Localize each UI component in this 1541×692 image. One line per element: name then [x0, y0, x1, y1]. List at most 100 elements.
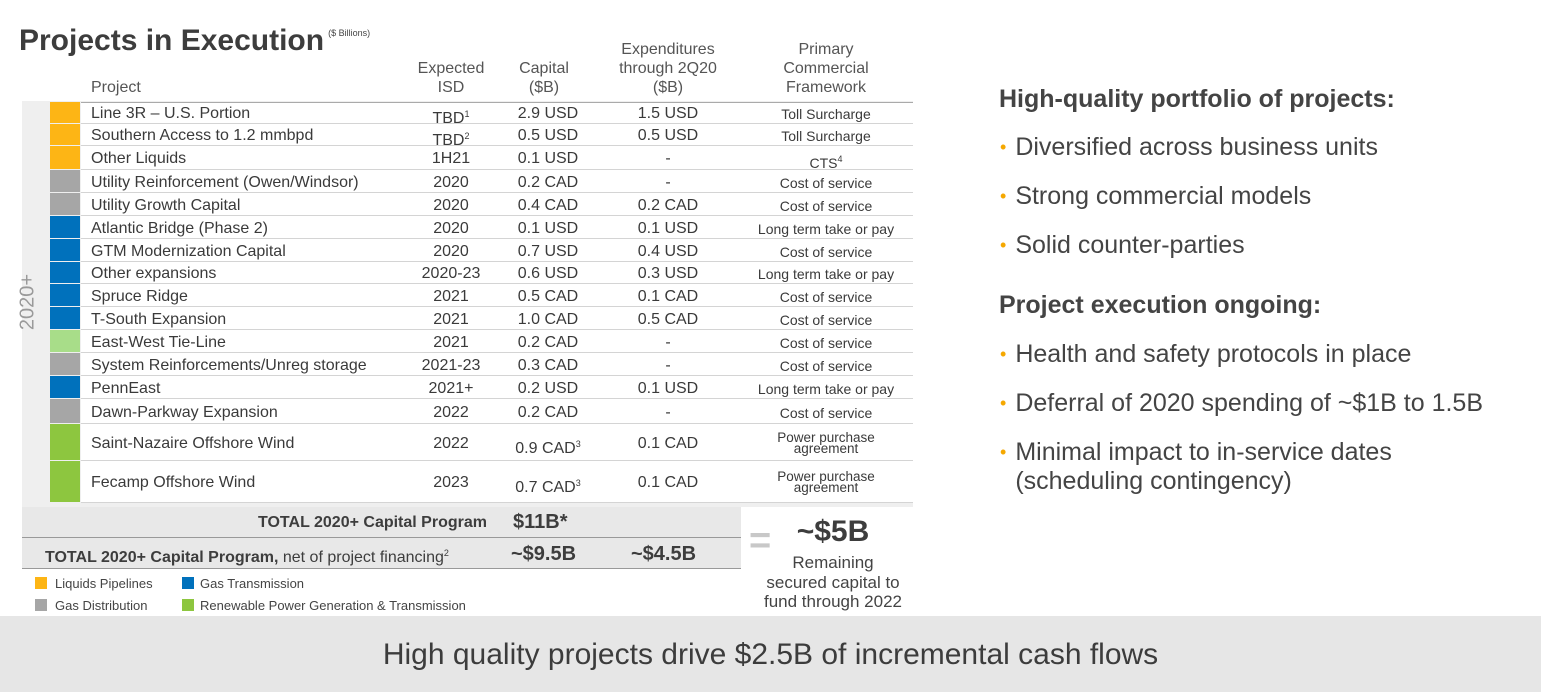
- cell-framework: Toll Surcharge: [741, 105, 911, 123]
- cell-expenditures: 0.3 USD: [618, 265, 718, 283]
- table-row: [81, 284, 913, 307]
- table-row: [81, 216, 913, 239]
- cell-expenditures-text: 1.5 USD: [637, 105, 699, 122]
- cell-framework-text: CTS: [809, 155, 838, 171]
- cell-capital-text: 0.2 CAD: [517, 173, 579, 191]
- table-row: [81, 307, 913, 330]
- segment-swatch: [50, 424, 80, 460]
- cell-project: Spruce Ridge: [91, 288, 188, 306]
- cell-isd-text: 1H21: [431, 150, 471, 167]
- cell-project: Fecamp Offshore Wind: [91, 474, 255, 492]
- cell-project-text: T-South Expansion: [91, 310, 227, 328]
- table-row: [81, 124, 913, 146]
- cell-expenditures-text: 0.1 CAD: [637, 434, 699, 452]
- segment-swatch: [50, 461, 80, 502]
- remaining-line2: secured capital to: [766, 572, 900, 592]
- cell-expenditures: 0.5 USD: [618, 127, 718, 145]
- cell-expenditures: -: [618, 150, 718, 168]
- cell-capital: 0.2 CAD: [503, 404, 593, 422]
- header-project-label: Project: [91, 79, 141, 96]
- cell-framework: Cost of service: [741, 174, 911, 192]
- total-net-footnote: 2: [443, 548, 449, 558]
- total-value: $11B*: [513, 511, 568, 533]
- segment-swatch: [50, 262, 80, 283]
- cell-isd: 2021-23: [411, 357, 491, 375]
- cell-isd-text: 2020: [433, 219, 469, 237]
- cell-capital: 1.0 CAD: [503, 311, 593, 329]
- bullet-text: Deferral of 2020 spending of ~$1B to 1.5…: [1015, 389, 1484, 417]
- remaining-caption: Remaining secured capital to fund throug…: [742, 553, 924, 612]
- cell-capital-text: 0.2 USD: [517, 379, 579, 397]
- cell-framework-text: Toll Surcharge: [781, 128, 871, 144]
- cell-expenditures-text: 0.5 CAD: [637, 310, 699, 328]
- bullet-deferral: • Deferral of 2020 spending of ~$1B to 1.…: [1000, 389, 1483, 419]
- table-row: [81, 170, 913, 193]
- cell-isd: 2020: [411, 243, 491, 261]
- total-net-expenditures: ~$4.5B: [631, 543, 697, 565]
- legend-gas-distribution: Gas Distribution: [55, 598, 148, 613]
- segment-swatch: [50, 376, 80, 398]
- total-net-capital: ~$9.5B: [511, 543, 577, 565]
- cell-framework: Cost of service: [741, 243, 911, 261]
- header-fw-line3: Framework: [785, 79, 866, 96]
- header-fw-line1: Primary: [798, 41, 854, 58]
- remaining-line3: fund through 2022: [763, 592, 902, 611]
- remaining-line1: Remaining: [792, 553, 874, 572]
- cell-framework: Power purchase agreement: [741, 470, 911, 495]
- bullet-dot-icon: •: [1000, 186, 1007, 206]
- cell-expenditures-text: -: [665, 150, 671, 167]
- bullet-health: • Health and safety protocols in place: [1000, 340, 1411, 370]
- bullet-commercial: • Strong commercial models: [1000, 182, 1311, 212]
- cell-isd-text: 2022: [433, 403, 469, 421]
- header-isd-line1: Expected: [417, 60, 485, 77]
- table-row: [81, 262, 913, 284]
- cell-project-text: Other Liquids: [91, 150, 187, 167]
- cell-capital: 0.2 CAD: [503, 174, 593, 192]
- segment-swatch: [50, 307, 80, 329]
- cell-framework: Cost of service: [741, 311, 911, 329]
- cell-framework: Cost of service: [741, 404, 911, 422]
- cell-project-text: Other expansions: [91, 265, 217, 282]
- table-row: [81, 102, 913, 124]
- table-row: [81, 193, 913, 216]
- cell-project: Utility Growth Capital: [91, 197, 240, 215]
- bullet-diversified: • Diversified across business units: [1000, 133, 1378, 163]
- cell-capital: 0.4 CAD: [503, 197, 593, 215]
- cell-framework: Toll Surcharge: [741, 127, 911, 145]
- cell-isd: 2021: [411, 334, 491, 352]
- bullet-text: Minimal impact to in-service dates (sched…: [1015, 438, 1392, 496]
- cell-framework-text: Cost of service: [779, 197, 873, 214]
- cell-expenditures-text: 0.1 USD: [637, 219, 699, 237]
- cell-isd: 2021+: [411, 380, 491, 398]
- cell-project: East-West Tie-Line: [91, 334, 226, 352]
- cell-framework-text: Cost of service: [779, 334, 873, 351]
- cell-expenditures-text: 0.2 CAD: [637, 196, 699, 214]
- cell-capital: 0.3 CAD: [503, 357, 593, 375]
- total-label: TOTAL 2020+ Capital Program: [258, 514, 487, 532]
- cell-framework: Power purchase agreement: [741, 430, 911, 455]
- header-capital: Capital ($B): [504, 59, 584, 97]
- cell-expenditures-text: -: [665, 403, 671, 421]
- cell-project: Line 3R – U.S. Portion: [91, 105, 250, 123]
- cell-isd-footnote: 1: [464, 109, 470, 119]
- cell-isd-text: 2022: [433, 434, 469, 452]
- cell-expenditures-text: -: [665, 333, 671, 351]
- table-row: [81, 461, 913, 503]
- legend-gas-transmission: Gas Transmission: [200, 576, 305, 591]
- header-exp-line1: Expenditures: [621, 41, 715, 58]
- cell-framework-line2: agreement: [793, 480, 859, 495]
- table-row: [81, 376, 913, 399]
- cell-capital-text: 1.0 CAD: [517, 310, 579, 328]
- bullet-dot-icon: •: [1000, 442, 1007, 462]
- segment-swatch: [50, 284, 80, 306]
- cell-isd-text: 2021: [433, 333, 469, 351]
- cell-project-text: Dawn-Parkway Expansion: [91, 403, 278, 421]
- cell-project-text: Atlantic Bridge (Phase 2): [91, 219, 268, 237]
- total-net-label: TOTAL 2020+ Capital Program, net of proj…: [45, 548, 449, 567]
- legend-swatch-liquids: [35, 577, 47, 589]
- cell-isd-text: 2021: [433, 310, 469, 328]
- cell-project-text: Spruce Ridge: [91, 287, 188, 305]
- segment-swatch: [50, 239, 80, 261]
- period-label: 2020+: [16, 273, 39, 331]
- cell-framework-footnote: 4: [837, 154, 843, 164]
